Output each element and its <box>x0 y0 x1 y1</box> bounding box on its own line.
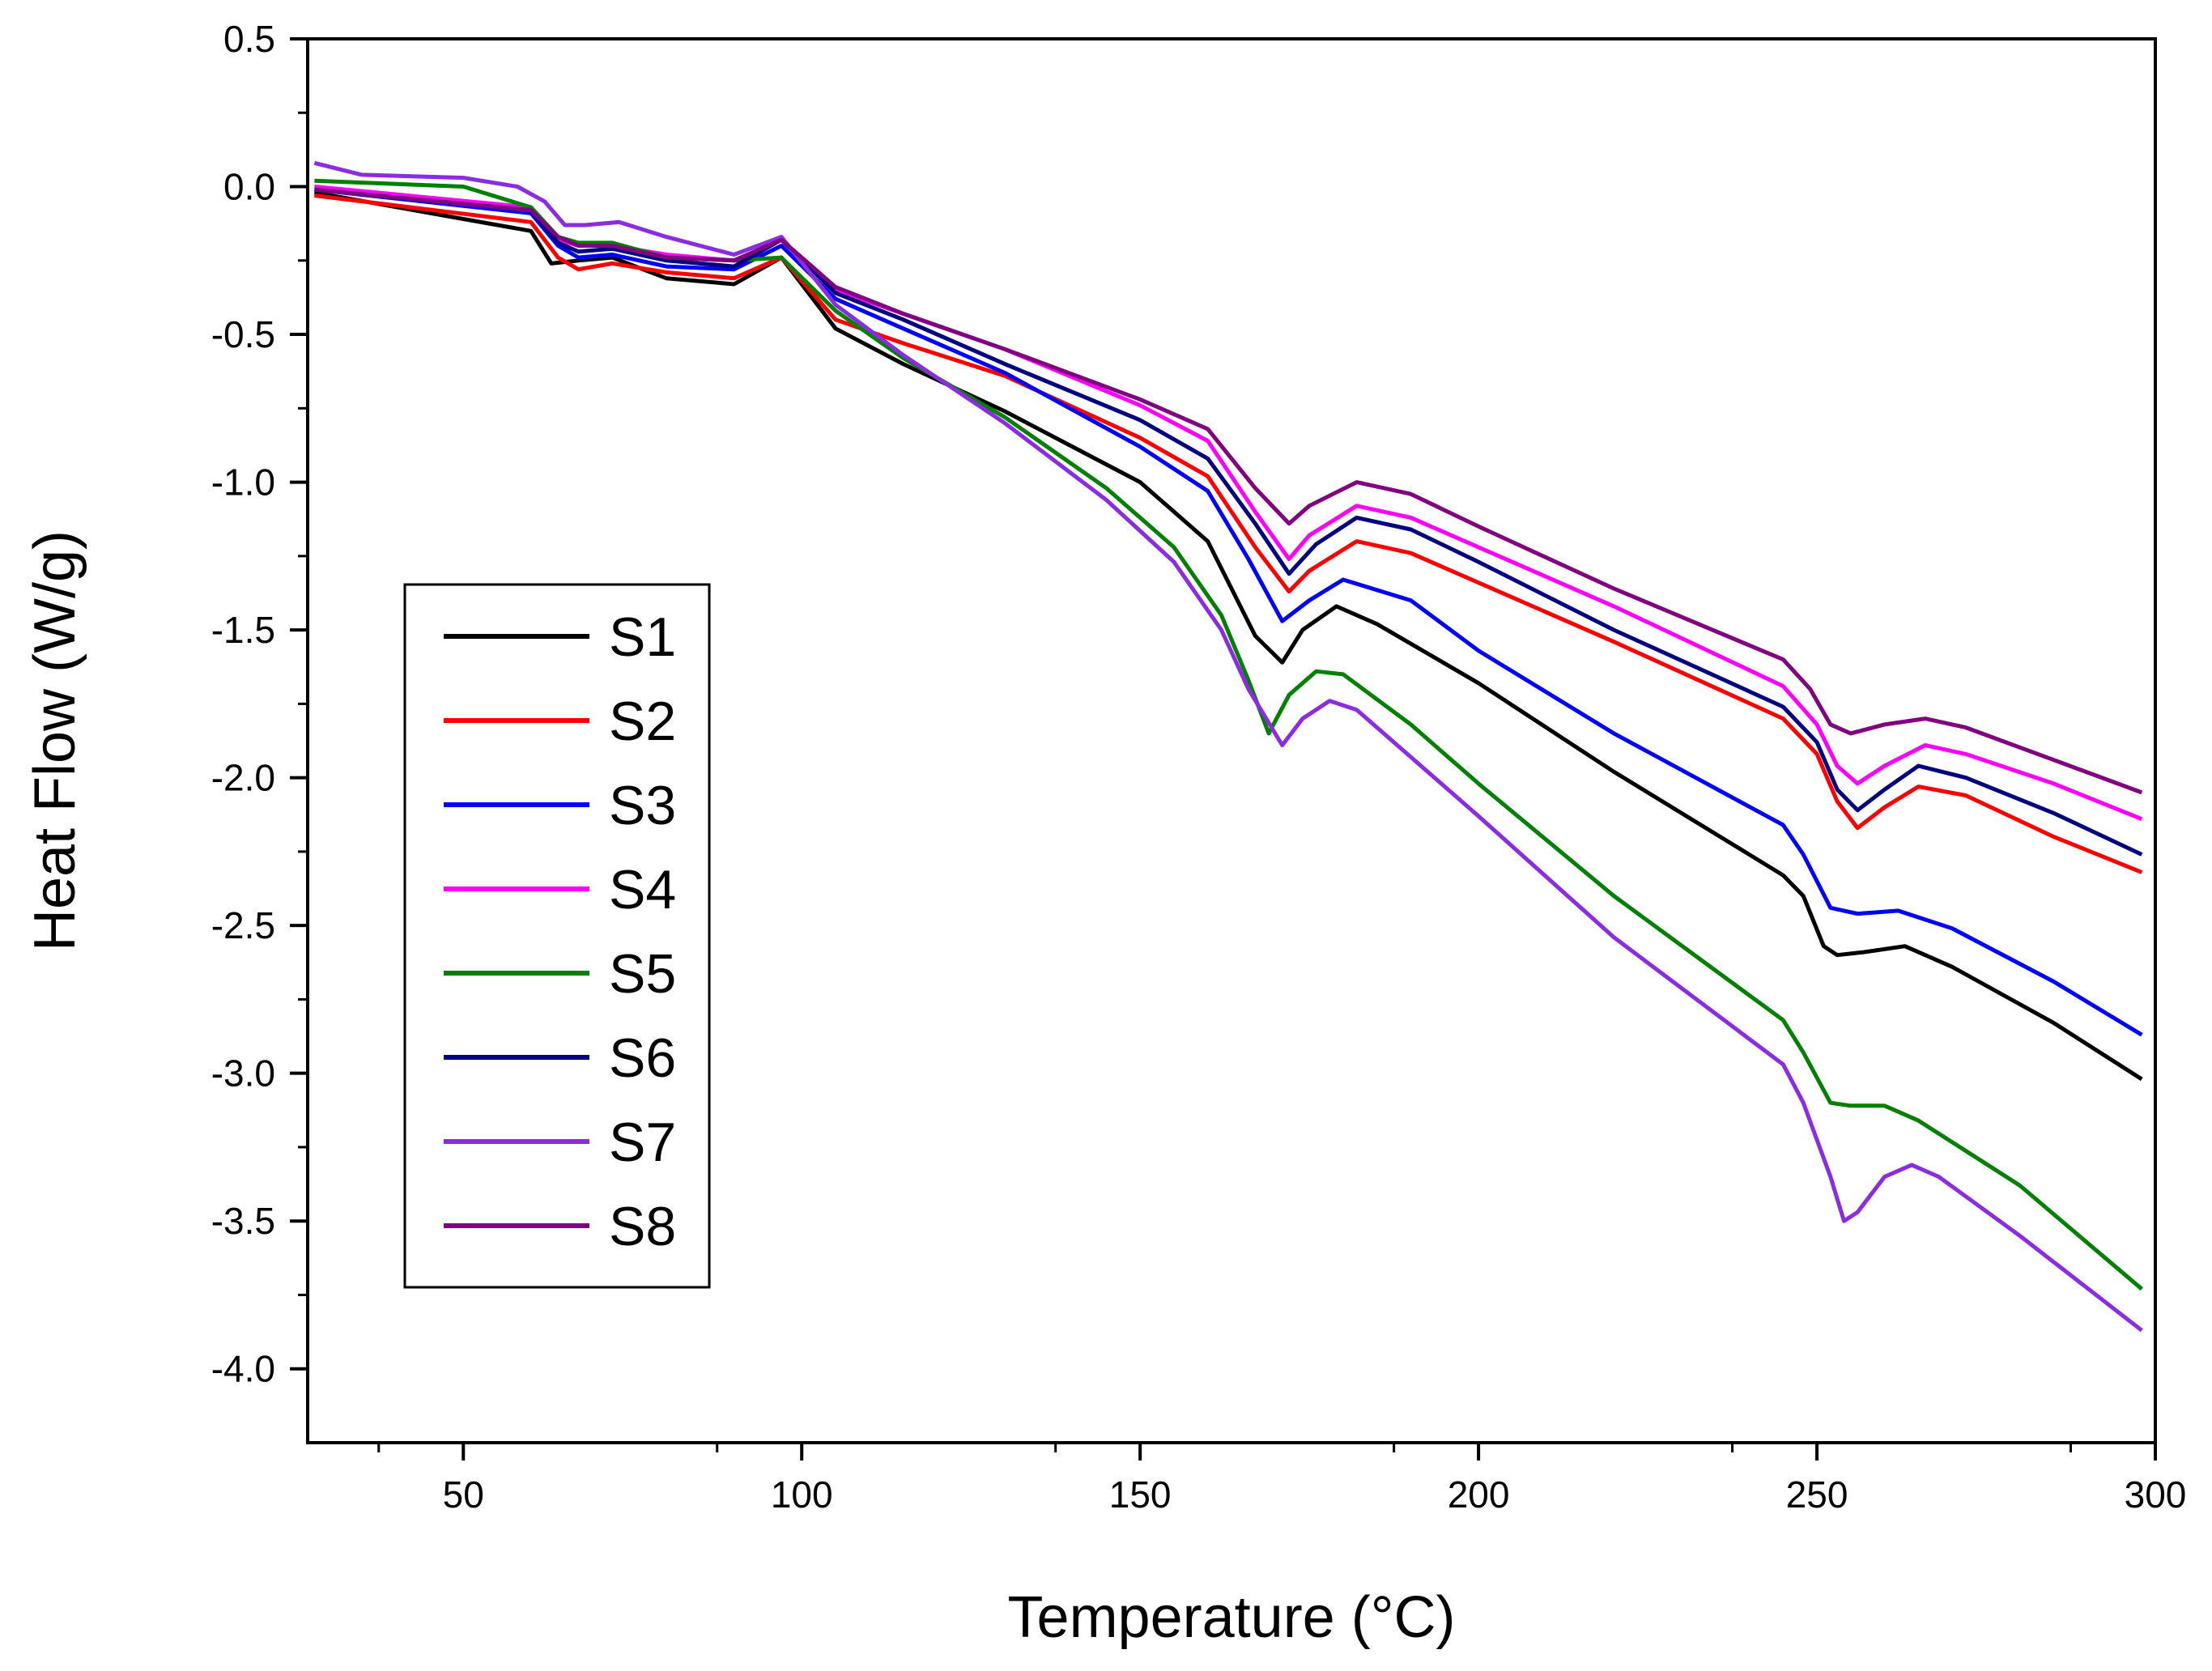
x-axis-title: Temperature (°C) <box>1008 1585 1456 1650</box>
x-tick-labels: 50 100 150 200 250 300 <box>443 1473 2187 1516</box>
y-tick-label: -3.5 <box>211 1200 275 1242</box>
series-layer <box>313 160 2143 1333</box>
series-line-s5 <box>314 178 2143 1291</box>
y-tick-labels: 0.5 0.0 -0.5 -1.0 -1.5 -2.0 -2.5 -3.0 -3.5 -4.0 <box>211 18 275 1390</box>
legend-label-s2: S2 <box>609 691 676 752</box>
legend-label-s4: S4 <box>609 859 676 921</box>
series-line-s7 <box>313 160 2143 1333</box>
y-tick-label: -4.0 <box>211 1348 275 1390</box>
y-tick-label: -1.0 <box>211 461 275 504</box>
legend-label-s3: S3 <box>609 775 676 836</box>
x-tick-label: 50 <box>443 1473 484 1516</box>
legend-box <box>403 583 711 1289</box>
x-tick-label: 200 <box>1448 1473 1510 1516</box>
y-tick-label: -1.5 <box>211 609 275 651</box>
x-tick-label: 250 <box>1786 1473 1848 1516</box>
x-tick-label: 150 <box>1109 1473 1172 1516</box>
legend: S1 S2 S3 S4 S5 S6 S7 S8 <box>403 583 711 1289</box>
y-tick-label: 0.0 <box>223 166 275 208</box>
y-tick-label: 0.5 <box>223 18 275 60</box>
legend-label-s7: S7 <box>609 1112 676 1173</box>
plot-frame <box>306 37 2157 1444</box>
series-line-s6 <box>314 187 2143 857</box>
x-tick-label: 100 <box>771 1473 833 1516</box>
y-tick-label: -3.0 <box>211 1052 275 1095</box>
y-tick-label: -0.5 <box>211 313 275 355</box>
legend-label-s6: S6 <box>609 1027 676 1089</box>
y-tick-label: -2.5 <box>211 904 275 946</box>
legend-label-s5: S5 <box>609 943 676 1005</box>
legend-label-s8: S8 <box>609 1196 676 1257</box>
series-line-s2 <box>314 193 2143 874</box>
y-axis-title: Heat Flow (W/g) <box>23 530 87 951</box>
series-line-s3 <box>314 187 2143 1037</box>
y-tick-label: -2.0 <box>211 757 275 799</box>
x-tick-label: 300 <box>2125 1473 2187 1516</box>
legend-label-s1: S1 <box>609 606 676 668</box>
series-line-s8 <box>314 187 2143 795</box>
